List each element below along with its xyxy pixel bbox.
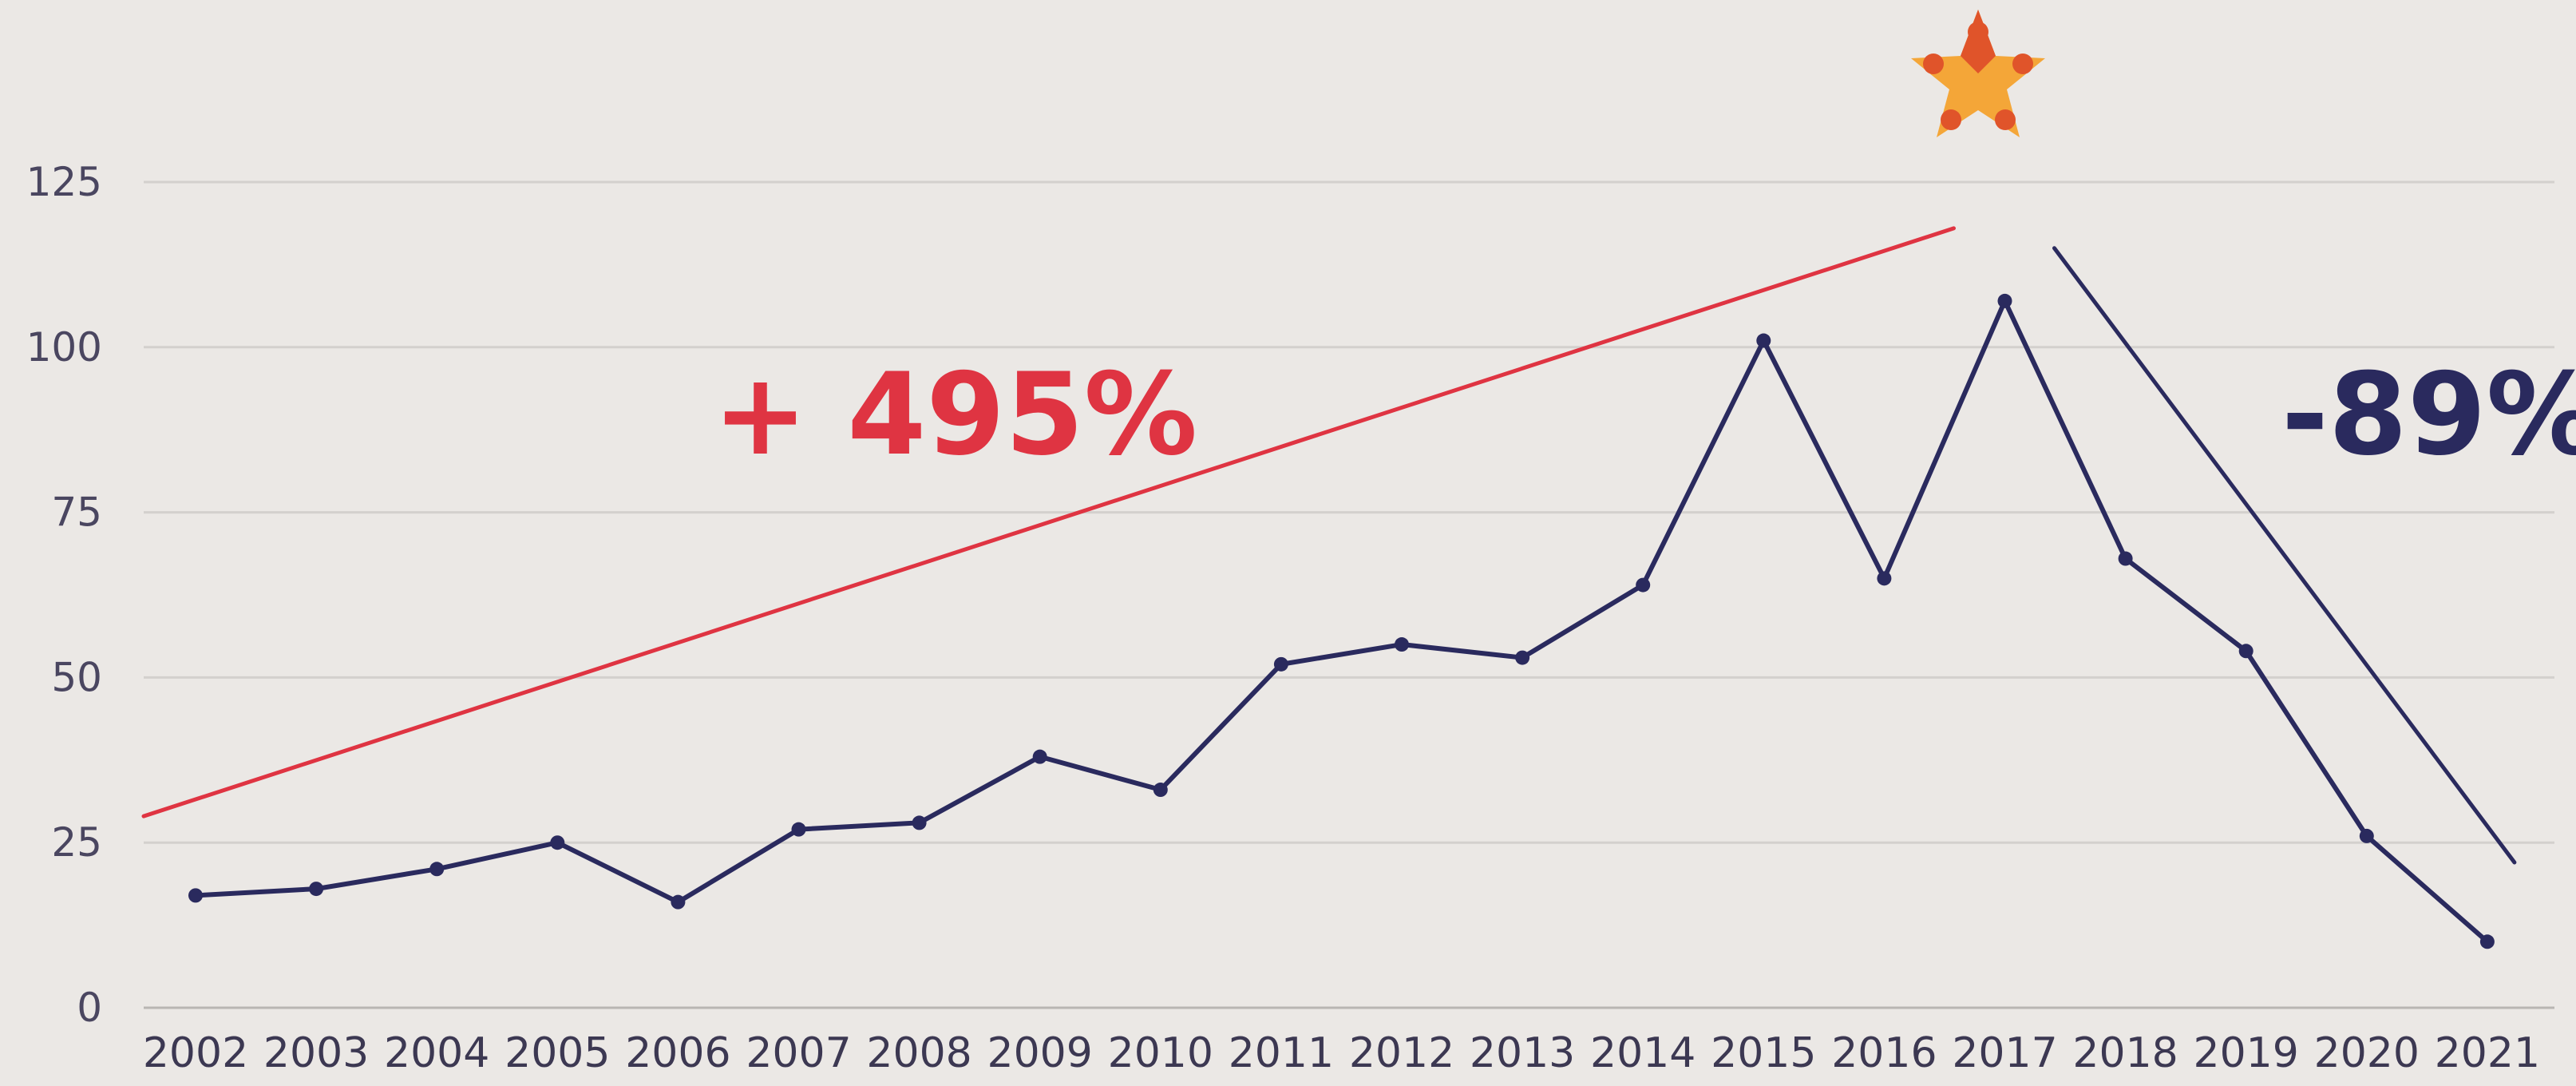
x-tick-label: 2003 — [263, 1029, 369, 1077]
data-point — [2238, 644, 2254, 659]
data-point — [1515, 650, 1530, 665]
y-tick-label: 0 — [77, 985, 102, 1031]
data-point — [1877, 571, 1892, 586]
x-tick-label: 2018 — [2072, 1029, 2178, 1077]
data-point — [912, 815, 927, 830]
x-tick-label: 2012 — [1349, 1029, 1454, 1077]
y-tick-label: 125 — [26, 159, 102, 205]
data-point — [1032, 749, 1047, 764]
x-tick-label: 2011 — [1229, 1029, 1334, 1077]
data-point — [429, 862, 445, 877]
y-tick-label: 100 — [26, 324, 102, 371]
x-tick-label: 2004 — [384, 1029, 489, 1077]
data-point — [1997, 293, 2012, 308]
x-tick-label: 2016 — [1831, 1029, 1937, 1077]
data-point — [1636, 577, 1651, 593]
data-point — [188, 888, 203, 903]
x-tick-label: 2006 — [625, 1029, 730, 1077]
data-point — [1153, 783, 1168, 798]
x-tick-label: 2009 — [987, 1029, 1093, 1077]
series-line — [193, 298, 2490, 945]
x-tick-label: 2013 — [1470, 1029, 1575, 1077]
decrease-trend-line — [2052, 246, 2517, 865]
x-tick-label: 2020 — [2314, 1029, 2420, 1077]
x-tick-label: 2008 — [866, 1029, 971, 1077]
data-point — [2479, 934, 2495, 949]
data-point — [2359, 828, 2374, 843]
x-tick-label: 2010 — [1108, 1029, 1213, 1077]
x-tick-label: 2017 — [1952, 1029, 2057, 1077]
data-point — [2118, 551, 2133, 566]
gridlines — [144, 180, 2554, 1009]
x-tick-label: 2015 — [1711, 1029, 1816, 1077]
x-tick-label: 2005 — [505, 1029, 610, 1077]
y-axis-ticks: 0 25 50 75 100 125 — [26, 159, 102, 1031]
decrease-annotation: -89% — [2281, 349, 2576, 481]
y-tick-label: 50 — [51, 654, 102, 700]
x-tick-label: 2002 — [143, 1029, 248, 1077]
data-point — [791, 822, 806, 837]
data-point — [1756, 333, 1771, 348]
series — [188, 293, 2495, 949]
y-tick-label: 25 — [51, 819, 102, 866]
x-axis-ticks: 2002 2003 2004 2005 2006 2007 2008 2009 2010 2011… — [143, 1029, 2540, 1077]
x-tick-label: 2019 — [2194, 1029, 2299, 1077]
y-tick-label: 75 — [51, 489, 102, 536]
logo-icon — [1911, 10, 2045, 137]
data-point — [671, 894, 686, 910]
data-point — [309, 882, 324, 897]
x-tick-label: 2014 — [1590, 1029, 1696, 1077]
data-point — [1395, 637, 1409, 652]
trend-lines — [141, 226, 2517, 865]
increase-trend-line — [141, 226, 1956, 818]
data-point — [1273, 656, 1288, 672]
increase-annotation: + 495% — [713, 349, 1197, 481]
x-tick-label: 2007 — [746, 1029, 851, 1077]
x-tick-label: 2021 — [2435, 1029, 2540, 1077]
data-point — [550, 835, 565, 850]
